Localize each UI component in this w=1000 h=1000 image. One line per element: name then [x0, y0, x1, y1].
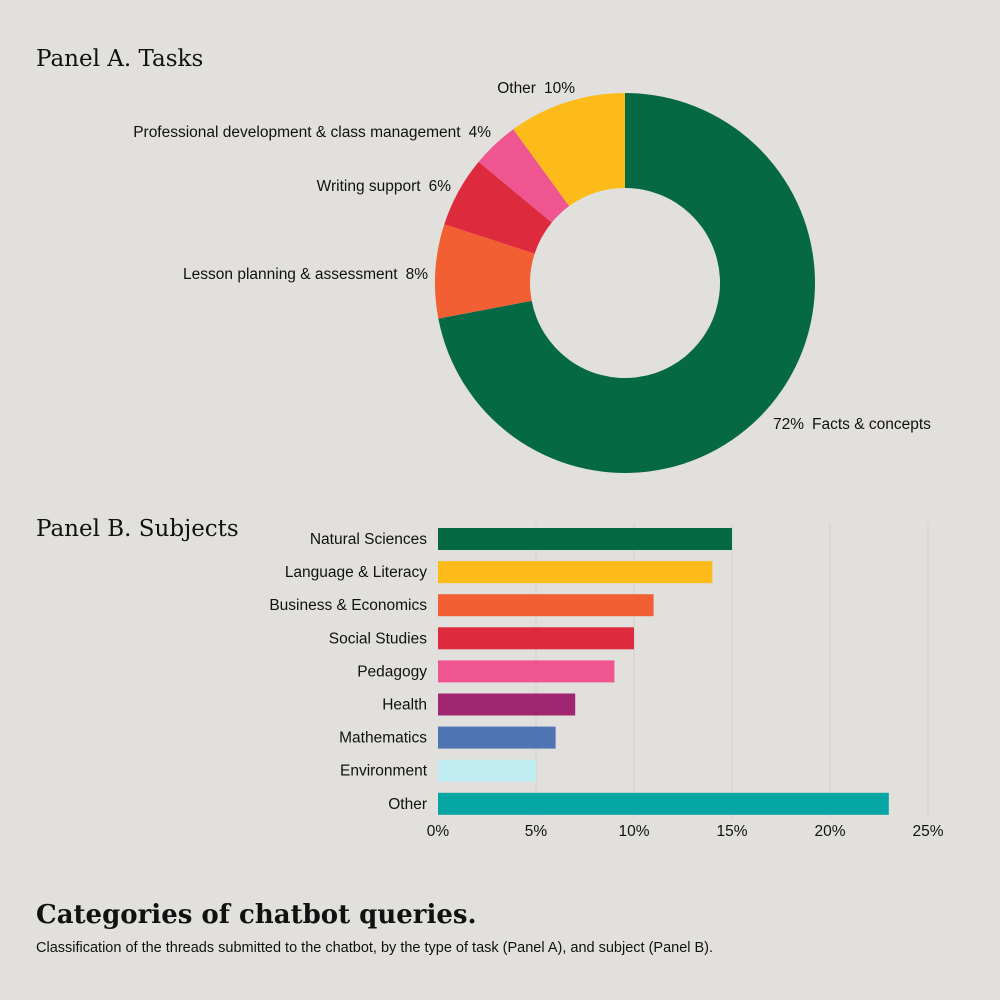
bar-other	[438, 792, 889, 815]
bar-social-studies	[438, 627, 634, 650]
bar-natural-sciences	[438, 528, 732, 550]
category-label-natural-sciences: Natural Sciences	[310, 531, 427, 548]
x-tick-label: 10%	[618, 823, 649, 840]
category-label-mathematics: Mathematics	[339, 730, 427, 747]
slice-name: Other	[497, 80, 536, 97]
bar-mathematics	[438, 726, 556, 749]
donut-slice-other	[513, 93, 625, 207]
slice-label-lesson-planning-and-assessment: Lesson planning & assessment 8%	[183, 266, 428, 283]
slice-value: 72%	[773, 416, 804, 433]
slice-label-other: Other 10%	[497, 80, 575, 97]
slice-value: 6%	[429, 178, 452, 195]
bar-language-and-literacy	[438, 561, 713, 584]
caption-title: Categories of chatbot queries.	[36, 900, 477, 930]
slice-label-facts-and-concepts: 72% Facts & concepts	[773, 416, 931, 433]
donut-slice-lesson-planning-and-assessment	[435, 224, 535, 319]
category-label-social-studies: Social Studies	[329, 630, 427, 647]
slice-label-professional-development-and-class-management: Professional development & class managem…	[133, 124, 491, 141]
slice-name: Professional development & class managem…	[133, 124, 461, 141]
x-tick-label: 0%	[427, 823, 450, 840]
x-tick-label: 25%	[912, 823, 943, 840]
category-label-environment: Environment	[340, 763, 428, 780]
slice-name: Writing support	[317, 178, 422, 195]
slice-name: Facts & concepts	[812, 416, 931, 433]
slice-value: 10%	[544, 80, 575, 97]
donut-slice-writing-support	[444, 161, 552, 254]
x-tick-label: 5%	[525, 823, 548, 840]
bar-chart: 0% 5% 10% 15% 20% 25% Natural Sciences Language…	[269, 523, 944, 840]
category-label-business-and-economics: Business & Economics	[269, 597, 427, 614]
panel-b-title: Panel B. Subjects	[36, 516, 239, 542]
caption-text: Classification of the threads submitted …	[36, 940, 714, 956]
slice-name: Lesson planning & assessment	[183, 266, 398, 283]
bar-business-and-economics	[438, 594, 654, 617]
category-label-pedagogy: Pedagogy	[357, 663, 427, 680]
donut-slice-facts-and-concepts	[438, 93, 816, 473]
donut-slice-professional-development-and-class-management	[478, 129, 570, 223]
x-tick-label: 15%	[716, 823, 747, 840]
category-label-health: Health	[382, 697, 427, 714]
category-label-language-and-literacy: Language & Literacy	[285, 564, 427, 581]
category-label-other: Other	[388, 796, 427, 813]
x-tick-label: 20%	[814, 823, 845, 840]
bar-environment	[438, 759, 536, 782]
panel-a-title: Panel A. Tasks	[36, 46, 204, 72]
bar-health	[438, 693, 576, 716]
donut-chart: 72% Facts & concepts Lesson planning & ass…	[133, 80, 931, 473]
slice-label-writing-support: Writing support 6%	[317, 178, 452, 195]
slice-value: 8%	[406, 266, 429, 283]
bar-pedagogy	[438, 660, 615, 683]
slice-value: 4%	[469, 124, 492, 141]
